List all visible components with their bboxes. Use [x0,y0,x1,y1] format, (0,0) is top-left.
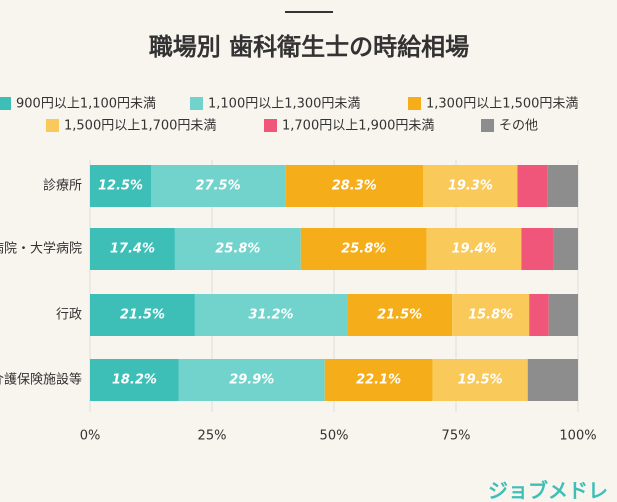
x-tick-label: 50% [320,429,349,444]
bar-segment [90,294,195,336]
x-tick-label: 0% [80,429,101,444]
legend-swatch [190,97,203,110]
data-label: 12.5% [98,179,143,194]
data-label: 15.8% [468,308,513,323]
bar-segment [347,294,453,336]
data-label: 17.4% [110,242,155,257]
data-label: 21.5% [120,308,165,323]
data-label: 31.2% [248,308,293,323]
legend-label: 1,500円以上1,700円未満 [64,119,216,134]
bar-segment [285,165,424,207]
data-label: 18.2% [112,373,157,388]
legend-swatch [0,97,11,110]
bar-segment [90,228,175,270]
bar-segment [151,165,286,207]
data-label: 22.1% [356,373,401,388]
legend-label: 1,100円以上1,300円未満 [208,97,360,112]
y-tick-label: 介護保険施設等 [0,372,82,388]
legend-swatch [264,119,277,132]
bar-segment [90,165,151,207]
bar-segment [423,165,518,207]
y-tick-label: 行政 [56,308,82,323]
bar-segment [426,228,522,270]
bar-segment [178,359,325,401]
chart-title: 職場別 歯科衛生士の時給相場 [149,33,469,61]
y-tick-label: 病院・大学病院 [0,241,82,257]
x-tick-label: 100% [559,429,596,444]
bar-segment [548,294,578,336]
legend-label: その他 [499,119,538,134]
bar-segment [432,359,528,401]
data-label: 19.3% [448,179,493,194]
bar-segment [529,294,549,336]
data-label: 29.9% [229,373,274,388]
bar-segment [553,228,578,270]
data-label: 25.8% [215,242,260,257]
legend-swatch [481,119,494,132]
bar-segment [300,228,427,270]
data-label: 19.5% [458,373,503,388]
data-label: 28.3% [332,179,377,194]
data-label: 27.5% [196,179,241,194]
legend-label: 1,300円以上1,500円未満 [426,97,578,112]
data-label: 19.4% [452,242,497,257]
bar-segment [517,165,548,207]
data-label: 21.5% [377,308,422,323]
bar-segment [452,294,530,336]
bar-segment [174,228,301,270]
y-tick-label: 診療所 [43,178,82,194]
bar-segment [194,294,348,336]
bar-segment [90,359,179,401]
bar-segment [547,165,578,207]
logo: ジョブメドレ [488,479,608,502]
legend-swatch [408,97,421,110]
bar-segment [527,359,578,401]
legend-label: 900円以上1,100円未満 [16,97,156,112]
bar-segment [324,359,433,401]
data-label: 25.8% [341,242,386,257]
legend-swatch [46,119,59,132]
bar-segment [521,228,554,270]
x-tick-label: 75% [442,429,471,444]
x-tick-label: 25% [198,429,227,444]
legend-label: 1,700円以上1,900円未満 [282,119,434,134]
